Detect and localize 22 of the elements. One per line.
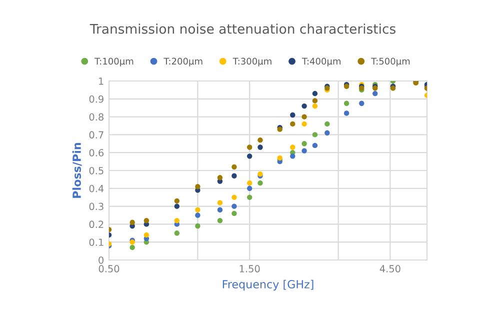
y-tick-label: 0.3 [89,202,104,210]
y-tick-label: 0.4 [89,184,104,192]
legend-label: T:300μm [232,58,272,66]
x-tick-label: 1.50 [240,265,260,272]
chart-title: Transmission noise attenuation characteristics [90,24,396,34]
x-axis-title: Frequency [GHz] [222,280,314,291]
y-tick-label: 0.6 [89,149,104,156]
y-tick-label: 0.7 [89,131,104,139]
legend-label: T:500μm [371,58,410,66]
y-tick-label: 1 [99,78,104,85]
y-tick-label: 0.1 [89,238,104,246]
legend-label: T:400μm [302,58,340,66]
x-tick-label: 0.50 [98,265,120,272]
y-axis-title: Ploss/Pin [72,143,82,198]
legend-label: T:200μm [164,58,202,66]
y-tick-label: 0.9 [89,95,104,103]
legend-label: T:100μm [94,58,134,66]
y-tick-label: 0.8 [89,113,104,121]
y-tick-label: 0.2 [89,220,104,228]
y-tick-label: 0.5 [89,166,104,174]
y-tick-label: 0 [98,256,104,264]
x-tick-label: 4.50 [380,265,400,272]
